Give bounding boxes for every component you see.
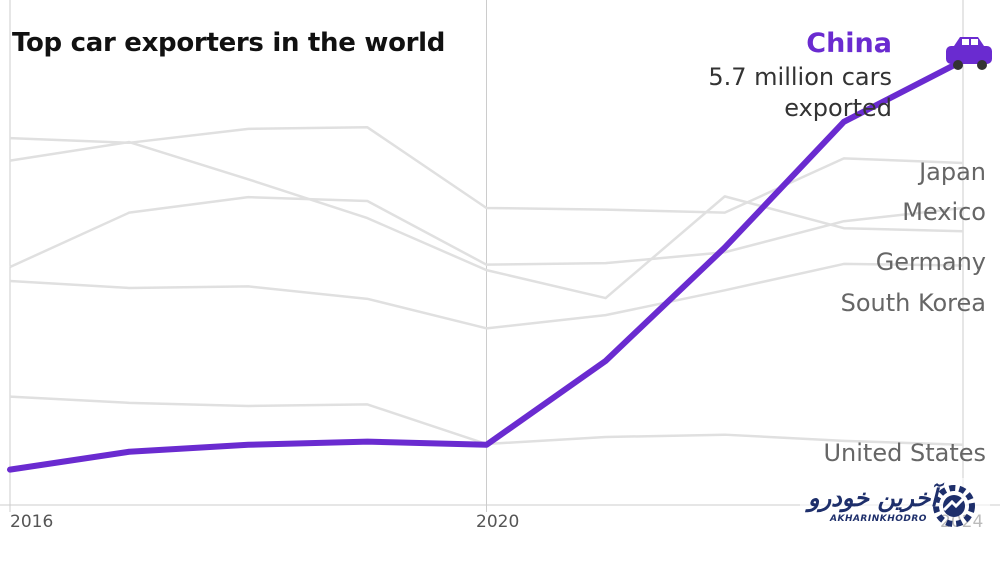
series-label-japan: Japan <box>919 158 986 186</box>
watermark-en-text: AKHARINKHODRO <box>830 514 927 524</box>
series-label-mexico: Mexico <box>902 198 986 226</box>
chart-title: Top car exporters in the world <box>12 28 446 58</box>
car-icon <box>946 37 992 70</box>
series-label-germany: Germany <box>875 248 986 276</box>
china-series-label: China <box>806 28 892 59</box>
series-line-china <box>7 57 966 473</box>
china-annotation: China 5.7 million cars exported <box>702 26 892 124</box>
series-label-united-states: United States <box>823 439 986 467</box>
series-label-south-korea: South Korea <box>840 289 986 317</box>
china-line-group <box>7 57 966 473</box>
gear-icon <box>933 485 975 527</box>
series-line-mexico <box>9 195 964 269</box>
series-line-japan <box>9 126 964 214</box>
watermark-fa-text: آخرین خودرو <box>808 484 938 512</box>
china-note: 5.7 million cars exported <box>708 63 892 122</box>
x-tick-2016: 2016 <box>10 512 54 532</box>
watermark-logo: آخرین خودرو AKHARINKHODRO <box>800 478 990 538</box>
x-tick-2020: 2020 <box>476 512 520 532</box>
series-line-germany <box>9 140 964 300</box>
series-line-south-korea <box>9 262 964 330</box>
